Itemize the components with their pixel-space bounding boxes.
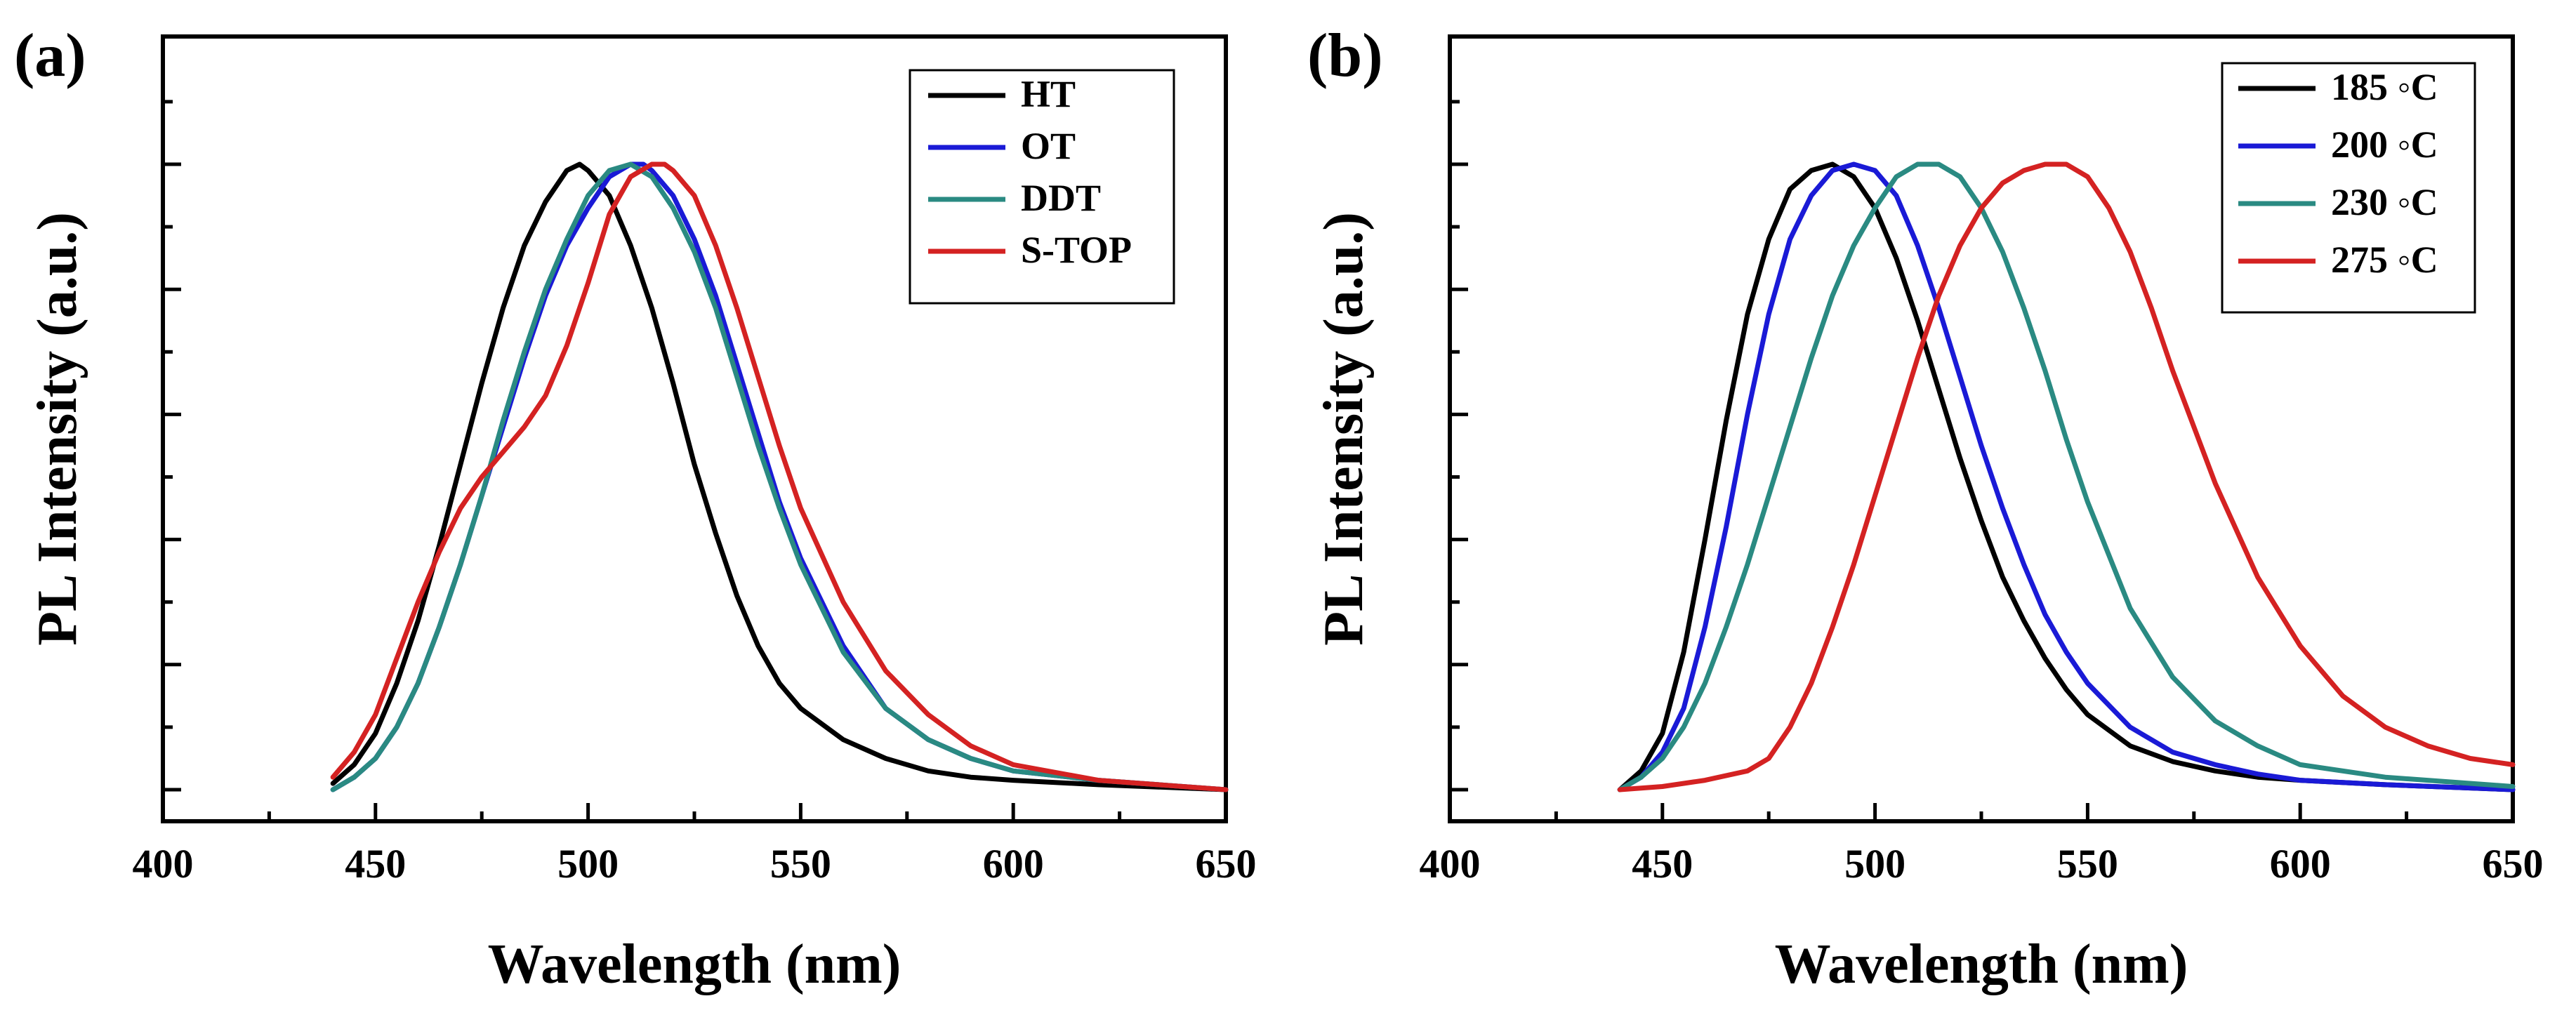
- series-line: [1617, 161, 2516, 792]
- series-line: [330, 161, 1229, 792]
- series-line: [1617, 161, 2516, 792]
- x-axis-title: Wavelength (nm): [488, 934, 901, 995]
- x-tick-label: 500: [557, 841, 619, 887]
- x-tick-label: 600: [2270, 841, 2331, 887]
- legend-label: HT: [1021, 73, 1076, 115]
- panel-label: (b): [1307, 22, 1383, 90]
- legend-label: 185 ◦C: [2331, 66, 2438, 108]
- legend-label: DDT: [1021, 177, 1101, 219]
- chart-panel-b: (b) 400 450 500 550 600 650 Wavelength (nm) P…: [1307, 22, 2544, 995]
- series-line: [1617, 161, 2516, 792]
- x-tick-label: 550: [770, 841, 831, 887]
- y-axis-title: PL Intensity (a.u.): [27, 212, 88, 646]
- series-line: [1617, 161, 2516, 792]
- legend-label: S-TOP: [1021, 229, 1132, 271]
- legend-box: [2221, 62, 2476, 314]
- x-tick-label: 600: [983, 841, 1044, 887]
- x-axis-title: Wavelength (nm): [1775, 934, 2188, 995]
- x-tick-label: 500: [1844, 841, 1905, 887]
- panel-label: (a): [14, 22, 86, 90]
- x-tick-label: 400: [133, 841, 194, 887]
- legend: 185 ◦C 200 ◦C 230 ◦C 275 ◦C: [2221, 62, 2476, 314]
- x-tick-label: 450: [1632, 841, 1693, 887]
- axis-ticks: 400 450 500 550 600 650: [1420, 100, 2544, 887]
- legend-label: OT: [1021, 125, 1076, 167]
- series-lines: [1617, 161, 2516, 792]
- x-tick-label: 650: [1196, 841, 1257, 887]
- legend-label: 200 ◦C: [2331, 124, 2438, 166]
- chart-panel-a: (a) 400 450 500 550 600 650 Wavelength (nm) P…: [14, 22, 1257, 995]
- legend: HT OT DDT S-TOP: [909, 69, 1175, 305]
- x-tick-label: 650: [2483, 841, 2544, 887]
- series-lines: [330, 161, 1229, 792]
- x-tick-label: 400: [1420, 841, 1481, 887]
- axis-ticks: 400 450 500 550 600 650: [133, 100, 1257, 887]
- legend-label: 230 ◦C: [2331, 181, 2438, 223]
- y-axis-title: PL Intensity (a.u.): [1313, 212, 1375, 646]
- x-tick-label: 550: [2057, 841, 2118, 887]
- legend-label: 275 ◦C: [2331, 239, 2438, 281]
- legend-box: [909, 69, 1175, 305]
- x-tick-label: 450: [345, 841, 406, 887]
- series-line: [330, 161, 1229, 792]
